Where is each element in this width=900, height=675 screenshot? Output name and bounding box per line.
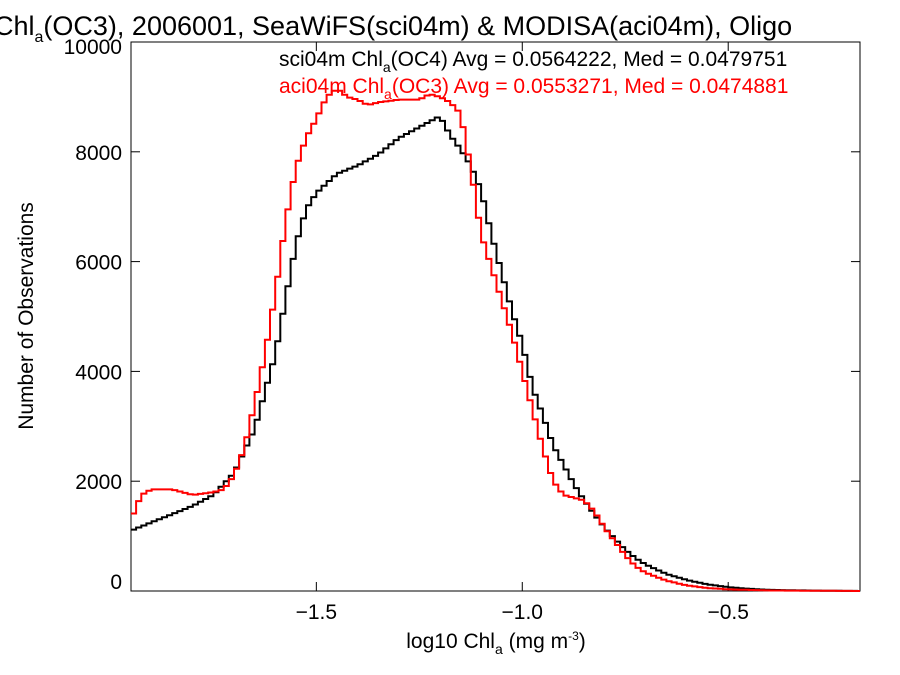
y-tick-label: 4000 [75,361,122,384]
x-axis-label-main: log10 Chl [406,630,495,653]
chart-title-main: Chl [0,11,35,41]
x-tick-label: −1.0 [502,601,543,624]
series-line-0 [131,116,860,592]
y-tick-label: 6000 [75,252,122,275]
y-tick-label: 10000 [64,36,122,59]
chart-title-rest: (OC3), 2006001, SeaWiFS(sci04m) & MODISA… [43,11,792,41]
y-axis: 0 2000 4000 6000 8000 10000 [64,36,860,594]
legend-entry-aci04m: aci04m Chla(OC3) Avg = 0.0553271, Med = … [279,75,788,102]
x-axis-label: log10 Chla (mg m-3) [406,629,586,657]
x-axis: −1.5 −1.0 −0.5 [296,42,749,624]
y-tick-label: 2000 [75,471,122,494]
x-tick-label: −1.5 [296,601,337,624]
series-line-1 [131,89,860,592]
legend-entry-aci04m-text: (OC3) Avg = 0.0553271, Med = 0.0474881 [392,75,789,98]
y-axis-label: Number of Observations [15,202,38,430]
legend-entry-aci04m-subscript: a [384,86,392,102]
legend-entry-sci04m-prefix: sci04m Chl [279,48,383,71]
x-axis-label-superscript: -3 [568,629,579,643]
plot-frame [130,41,861,592]
legend: sci04m Chla(OC4) Avg = 0.0564222, Med = … [279,48,788,102]
x-axis-label-subscript: a [495,641,503,657]
legend-entry-sci04m: sci04m Chla(OC4) Avg = 0.0564222, Med = … [279,48,787,75]
legend-entry-sci04m-subscript: a [383,59,391,75]
y-tick-label: 8000 [75,142,122,165]
x-tick-label: −0.5 [707,601,748,624]
x-axis-label-unit: (mg m [503,630,568,653]
legend-entry-aci04m-prefix: aci04m Chl [279,75,384,98]
y-tick-label: 0 [110,571,122,594]
chart-title-subscript: a [35,29,44,46]
x-axis-label-close: ) [579,630,586,653]
legend-entry-sci04m-text: (OC4) Avg = 0.0564222, Med = 0.0479751 [391,48,788,71]
series-layer [131,89,860,592]
chart-title: Chla(OC3), 2006001, SeaWiFS(sci04m) & MO… [0,11,792,46]
